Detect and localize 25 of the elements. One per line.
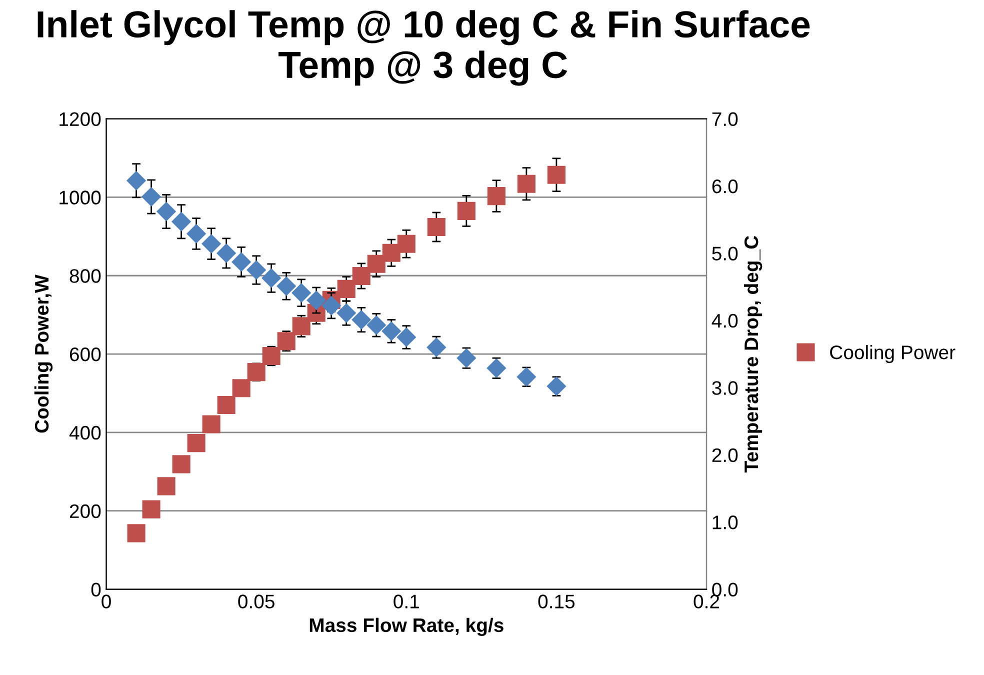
y2-tick-label: 2.0 bbox=[712, 448, 738, 462]
y2-tick-label: 5.0 bbox=[712, 246, 738, 260]
y-tick-label: 1000 bbox=[60, 190, 101, 204]
y-tick-label: 800 bbox=[70, 269, 101, 283]
chart-title: Inlet Glycol Temp @ 10 deg C & Fin Surface Temp @ 3 deg C bbox=[38, 10, 810, 86]
y2-tick-label: 0.0 bbox=[712, 582, 738, 597]
x-tick-label: 0.15 bbox=[538, 594, 575, 608]
y-axis-title: Cooling Power,W bbox=[34, 274, 53, 433]
y2-tick-label: 1.0 bbox=[712, 516, 738, 530]
x-tick-label: 0.05 bbox=[238, 594, 274, 608]
y2-tick-label: 6.0 bbox=[712, 179, 738, 194]
y2-tick-label: 7.0 bbox=[712, 112, 738, 126]
legend-label: Cooling Power bbox=[830, 344, 956, 364]
y-tick-label: 200 bbox=[70, 504, 101, 518]
y2-axis-title: Temperature Drop, deg_C bbox=[744, 236, 762, 472]
y-tick-label: 400 bbox=[69, 426, 101, 440]
x-tick-label: 0.1 bbox=[394, 594, 419, 608]
x-tick-label: 0 bbox=[102, 594, 111, 608]
y-tick-label: 600 bbox=[70, 348, 101, 362]
y2-tick-label: 4.0 bbox=[712, 314, 738, 328]
y-tick-label: 0 bbox=[91, 582, 101, 597]
x-axis-title: Mass Flow Rate, kg/s bbox=[310, 618, 504, 636]
y-tick-label: 1200 bbox=[60, 112, 101, 126]
y2-tick-label: 3.0 bbox=[712, 381, 738, 395]
x-tick-label: 0.2 bbox=[694, 594, 720, 608]
